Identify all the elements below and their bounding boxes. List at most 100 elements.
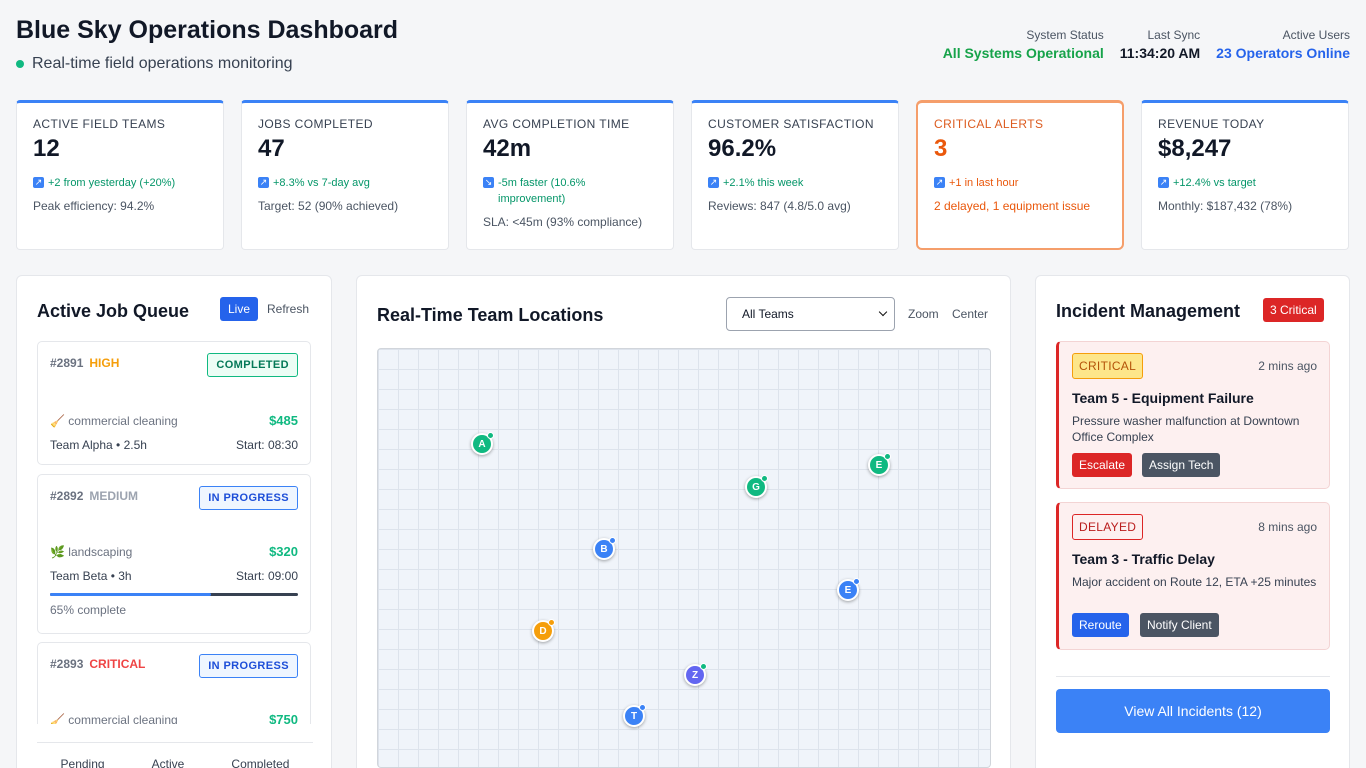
system-status: System Status All Systems Operational bbox=[943, 28, 1104, 61]
pin-status-dot bbox=[700, 663, 707, 670]
active-users: Active Users 23 Operators Online bbox=[1216, 28, 1350, 61]
divider bbox=[1056, 676, 1330, 677]
last-sync-label: Last Sync bbox=[1147, 28, 1201, 42]
incident-card[interactable]: CRITICAL 2 mins ago Team 5 - Equipment F… bbox=[1056, 341, 1330, 489]
notify-client-button[interactable]: Notify Client bbox=[1140, 613, 1219, 637]
job-progress-text: 65% complete bbox=[50, 603, 127, 617]
header-status-group: System Status All Systems Operational La… bbox=[943, 28, 1350, 61]
center-button[interactable]: Center bbox=[952, 307, 989, 321]
team-pin-a[interactable]: A bbox=[471, 432, 494, 455]
incident-title-text: Team 3 - Traffic Delay bbox=[1072, 551, 1215, 567]
kpi-label: Customer Satisfaction bbox=[708, 117, 874, 131]
kpi-label: Avg Completion Time bbox=[483, 117, 630, 131]
page-title: Blue Sky Operations Dashboard bbox=[16, 16, 399, 44]
incident-tag: DELAYED bbox=[1072, 514, 1144, 540]
subtitle-text: Real-time field operations monitoring bbox=[32, 55, 293, 72]
kpi-trend: ↗ +2 from yesterday (+20%) bbox=[33, 175, 207, 191]
kpi-value: 3 bbox=[934, 135, 948, 162]
job-type: 🧹 commercial cleaning bbox=[50, 713, 178, 724]
incident-title-text: Team 5 - Equipment Failure bbox=[1072, 390, 1254, 406]
live-button[interactable]: Live bbox=[220, 297, 259, 321]
pin-label: B bbox=[600, 543, 608, 555]
incident-card[interactable]: DELAYED 8 mins ago Team 3 - Traffic Dela… bbox=[1056, 502, 1330, 650]
kpi-footer: Monthly: $187,432 (78%) bbox=[1158, 199, 1293, 213]
job-price: $750 bbox=[269, 712, 298, 724]
job-card[interactable]: #2893 CRITICAL IN PROGRESS 🧹 commercial c… bbox=[37, 642, 311, 724]
job-start-time: Start: 08:30 bbox=[235, 438, 298, 452]
job-queue-tabs: Pending Active Completed bbox=[37, 742, 313, 768]
kpi-value: 47 bbox=[258, 135, 285, 162]
kpi-trend: ↗ +8.3% vs 7-day avg bbox=[258, 175, 432, 191]
job-status-badge: COMPLETED bbox=[207, 353, 298, 377]
kpi-label: Active Field Teams bbox=[33, 117, 166, 131]
escalate-button[interactable]: Escalate bbox=[1072, 453, 1133, 477]
incident-title: Incident Management bbox=[1056, 301, 1241, 321]
kpi-trend: ↘ -5m faster (10.6% improvement) bbox=[483, 175, 657, 207]
pin-status-dot bbox=[884, 453, 891, 460]
pin-status-dot bbox=[609, 537, 616, 544]
assign-tech-button[interactable]: Assign Tech bbox=[1142, 453, 1221, 477]
team-filter-select[interactable]: All Teams bbox=[726, 297, 895, 331]
team-locations-panel: Real-Time Team Locations All Teams Zoom … bbox=[356, 275, 1011, 768]
job-type-text: commercial cleaning bbox=[68, 414, 178, 428]
kpi-footer: 2 delayed, 1 equipment issue bbox=[934, 199, 1091, 213]
kpi-value: 12 bbox=[33, 135, 60, 162]
kpi-trend: ↗ +1 in last hour bbox=[934, 175, 1106, 191]
pin-label: Z bbox=[691, 669, 699, 681]
pin-label: D bbox=[539, 625, 547, 637]
pin-label: E bbox=[844, 584, 852, 596]
tab-completed[interactable]: Completed bbox=[231, 757, 290, 768]
view-all-incidents-button[interactable]: View All Incidents (12) bbox=[1056, 689, 1330, 733]
incident-panel: Incident Management 3 Critical CRITICAL … bbox=[1035, 275, 1350, 768]
kpi-trend-text: -5m faster (10.6% improvement) bbox=[498, 177, 586, 205]
tab-pending[interactable]: Pending bbox=[60, 757, 105, 768]
job-id: #2893 bbox=[50, 657, 84, 671]
kpi-trend: ↗ +2.1% this week bbox=[708, 175, 882, 191]
pin-status-dot bbox=[639, 704, 646, 711]
active-users-value: 23 Operators Online bbox=[1216, 45, 1350, 61]
incident-time: 2 mins ago bbox=[1258, 359, 1317, 373]
team-pin-e-blue[interactable]: E bbox=[837, 578, 860, 601]
incident-tag: CRITICAL bbox=[1072, 353, 1144, 379]
team-pin-e-green[interactable]: E bbox=[868, 453, 891, 476]
team-pin-g[interactable]: G bbox=[745, 475, 768, 498]
trend-down-icon: ↘ bbox=[483, 177, 494, 188]
tab-active[interactable]: Active bbox=[151, 757, 185, 768]
team-pin-d[interactable]: D bbox=[532, 619, 555, 642]
pin-label: T bbox=[630, 710, 638, 722]
job-progress-bar bbox=[50, 593, 298, 596]
map-canvas[interactable]: A G E B E D Z T bbox=[377, 348, 991, 768]
pin-status-dot bbox=[853, 578, 860, 585]
kpi-label: Jobs Completed bbox=[258, 117, 373, 131]
incident-description: Pressure washer malfunction at Downtown … bbox=[1072, 414, 1300, 444]
job-price: $485 bbox=[269, 413, 298, 428]
kpi-card-critical-alerts: Critical Alerts 3 ↗ +1 in last hour 2 del… bbox=[916, 100, 1124, 250]
kpi-trend-text: +1 in last hour bbox=[949, 177, 1019, 189]
pin-status-dot bbox=[761, 475, 768, 482]
pin-status-dot bbox=[487, 432, 494, 439]
pin-label: A bbox=[478, 438, 486, 450]
job-type: 🧹 commercial cleaning bbox=[50, 414, 178, 428]
refresh-button[interactable]: Refresh bbox=[267, 302, 310, 316]
kpi-card-active-teams: Active Field Teams 12 ↗ +2 from yesterday… bbox=[16, 100, 224, 250]
map-title: Real-Time Team Locations bbox=[377, 305, 604, 325]
team-pin-b[interactable]: B bbox=[593, 537, 616, 560]
zoom-button[interactable]: Zoom bbox=[908, 307, 939, 321]
kpi-card-avg-completion: Avg Completion Time 42m ↘ -5m faster (10.… bbox=[466, 100, 674, 250]
reroute-button[interactable]: Reroute bbox=[1072, 613, 1129, 637]
job-type-text: commercial cleaning bbox=[68, 713, 178, 724]
kpi-label: Critical Alerts bbox=[934, 117, 1044, 131]
job-card[interactable]: #2892 MEDIUM IN PROGRESS 🌿 landscaping $3… bbox=[37, 474, 311, 634]
last-sync: Last Sync 11:34:20 AM bbox=[1120, 28, 1200, 61]
trend-up-icon: ↗ bbox=[934, 177, 945, 188]
job-card[interactable]: #2891 HIGH COMPLETED 🧹 commercial cleanin… bbox=[37, 341, 311, 465]
kpi-card-jobs-completed: Jobs Completed 47 ↗ +8.3% vs 7-day avg Ta… bbox=[241, 100, 449, 250]
team-pin-z[interactable]: Z bbox=[684, 663, 707, 686]
job-queue-scroll-area[interactable]: Active Job Queue Live Refresh #2891 HIGH … bbox=[17, 276, 331, 724]
kpi-footer: Reviews: 847 (4.8/5.0 avg) bbox=[708, 199, 851, 213]
page-subtitle: Real-time field operations monitoring bbox=[16, 55, 293, 73]
kpi-footer: Peak efficiency: 94.2% bbox=[33, 199, 155, 213]
incident-description: Major accident on Route 12, ETA +25 minu… bbox=[1072, 575, 1317, 589]
job-id: #2892 bbox=[50, 489, 84, 503]
team-pin-t[interactable]: T bbox=[623, 704, 646, 727]
